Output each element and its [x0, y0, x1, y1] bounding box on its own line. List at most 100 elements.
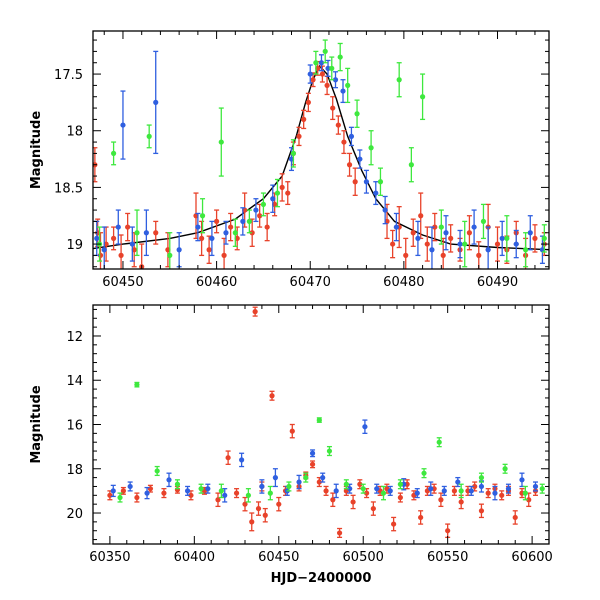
data-point — [330, 492, 336, 508]
data-marker — [154, 468, 160, 474]
data-marker — [532, 235, 538, 241]
data-marker — [415, 235, 421, 241]
data-marker — [296, 133, 302, 139]
x-tick-label: 60500 — [343, 550, 384, 565]
data-marker — [323, 488, 329, 494]
data-marker — [310, 77, 316, 83]
data-marker — [343, 481, 349, 487]
data-marker — [218, 139, 224, 145]
data-point — [362, 419, 368, 435]
data-marker — [458, 499, 464, 505]
data-point — [320, 472, 326, 483]
data-marker — [387, 488, 393, 494]
data-marker — [432, 224, 438, 230]
data-marker — [468, 488, 474, 494]
series-1 — [110, 419, 539, 503]
data-point — [363, 169, 370, 194]
data-point — [225, 450, 231, 465]
data-marker — [316, 417, 322, 423]
series-2 — [96, 39, 547, 269]
data-point — [478, 472, 485, 483]
data-marker — [330, 497, 336, 503]
model-curve — [93, 64, 549, 251]
data-marker — [471, 224, 477, 230]
data-marker — [410, 230, 416, 236]
data-point — [527, 215, 533, 251]
data-marker — [320, 475, 326, 481]
data-point — [267, 485, 273, 501]
data-point — [240, 207, 246, 236]
data-marker — [368, 145, 374, 151]
data-marker — [478, 475, 485, 481]
data-marker — [360, 486, 366, 492]
series-0 — [107, 306, 539, 539]
data-point — [223, 220, 229, 245]
data-marker — [403, 252, 409, 258]
data-point — [502, 463, 508, 474]
data-point — [153, 50, 159, 155]
data-point — [471, 209, 477, 245]
data-marker — [393, 224, 399, 230]
data-marker — [419, 94, 426, 100]
data-point — [504, 215, 510, 262]
data-marker — [350, 499, 356, 505]
data-point — [373, 181, 379, 206]
data-point — [532, 224, 538, 253]
data-point — [143, 209, 149, 257]
data-marker — [134, 494, 140, 501]
x-tick-label: 60460 — [196, 275, 237, 290]
data-point — [357, 149, 363, 169]
data-point — [246, 209, 252, 234]
data-point — [264, 212, 270, 242]
data-point — [129, 226, 135, 262]
data-marker — [213, 218, 220, 224]
data-marker — [457, 241, 463, 247]
x-axis-label: HJD−2400000 — [271, 571, 372, 586]
data-point — [360, 483, 366, 494]
data-marker — [252, 309, 258, 315]
data-marker — [390, 241, 396, 247]
data-point — [391, 516, 397, 532]
data-marker — [120, 122, 126, 128]
data-point — [110, 141, 117, 166]
data-marker — [485, 490, 491, 496]
data-point — [387, 485, 393, 496]
y-tick-label: 18.5 — [54, 181, 83, 196]
x-tick-label: 60480 — [383, 275, 424, 290]
data-marker — [206, 247, 212, 253]
y-tick-label: 18 — [66, 125, 83, 140]
data-point — [397, 479, 403, 490]
data-marker — [239, 457, 245, 463]
data-marker — [174, 481, 181, 487]
data-point — [279, 173, 285, 202]
data-point — [222, 488, 228, 503]
data-marker — [347, 486, 353, 492]
x-tick-label: 60470 — [290, 275, 331, 290]
data-point — [167, 232, 173, 269]
data-point — [522, 485, 528, 501]
data-point — [485, 226, 491, 269]
data-marker — [357, 481, 363, 487]
data-point — [340, 79, 346, 104]
data-point — [147, 484, 154, 493]
data-point — [539, 483, 545, 494]
data-marker — [472, 483, 478, 490]
data-point — [419, 73, 426, 121]
data-marker — [117, 494, 123, 501]
data-marker — [438, 224, 444, 230]
data-point — [368, 130, 374, 166]
data-point — [414, 488, 420, 499]
data-marker — [438, 497, 444, 503]
data-point — [260, 192, 267, 217]
data-marker — [448, 235, 454, 241]
data-point — [310, 72, 316, 88]
data-point — [532, 481, 539, 492]
data-marker — [94, 235, 100, 241]
data-point — [396, 62, 402, 98]
data-point — [259, 479, 265, 494]
data-marker — [455, 479, 461, 485]
y-tick-label: 19 — [66, 238, 83, 253]
data-marker — [223, 230, 229, 236]
data-marker — [269, 393, 275, 399]
data-marker — [110, 150, 117, 156]
